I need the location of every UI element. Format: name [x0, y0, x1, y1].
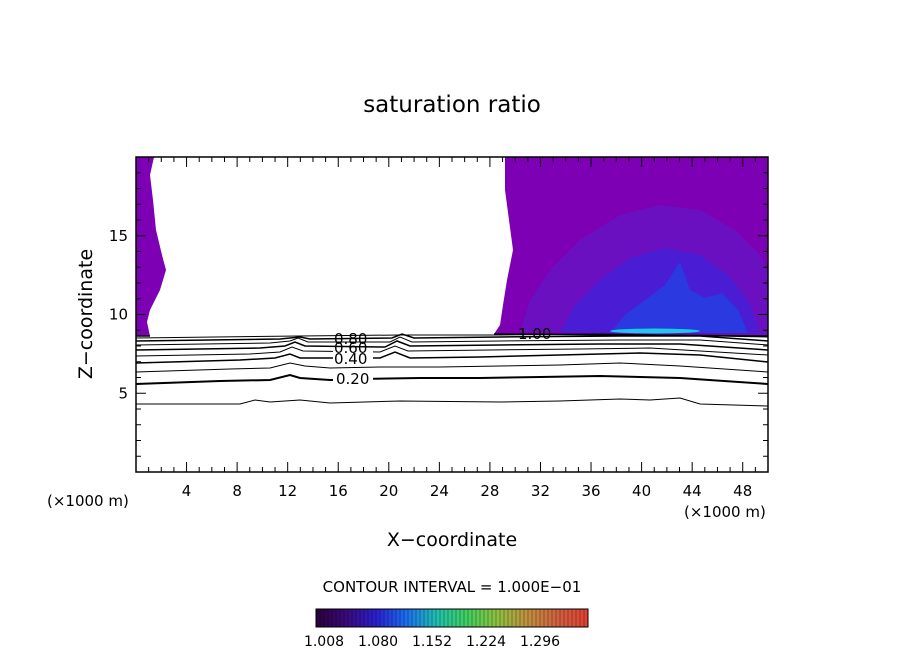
- contour-label: 0.20: [336, 370, 369, 388]
- colorbar-tick-label: 1.080: [358, 634, 398, 650]
- contour-line-0.20: [135, 373, 769, 385]
- contour-label: 1.00: [518, 325, 551, 343]
- x-tick-label: 40: [632, 482, 651, 500]
- colorbar-stripes: [319, 609, 585, 627]
- x-tick-label: 44: [683, 482, 702, 500]
- x-tick-label: 8: [232, 482, 242, 500]
- contour-line: [136, 397, 769, 407]
- contour-line-0.80: [135, 333, 769, 342]
- x-tick-label: 16: [329, 482, 348, 500]
- max-highlight: [610, 328, 700, 334]
- supersaturated-regions: [136, 157, 768, 336]
- x-tick-label: 4: [182, 482, 192, 500]
- x-tick-label: 32: [531, 482, 550, 500]
- x-unit-right: (×1000 m): [684, 503, 766, 521]
- axis-ticks: [136, 157, 768, 472]
- x-tick-label: 24: [430, 482, 449, 500]
- x-tick-label: 36: [581, 482, 600, 500]
- y-tick-label: 5: [118, 384, 128, 402]
- x-tick-label: 28: [480, 482, 499, 500]
- right-fill-peak: [610, 262, 748, 333]
- colorbar-tick-labels: 1.008 1.080 1.152 1.224 1.296: [304, 634, 560, 650]
- y-tick-label: 10: [109, 306, 128, 324]
- x-tick-label: 48: [733, 482, 752, 500]
- contour-line: [135, 345, 769, 357]
- x-axis-label: X−coordinate: [387, 529, 517, 551]
- contour-line: [135, 336, 769, 346]
- contour-label: 0.60: [334, 339, 367, 357]
- contour-label: 0.40: [334, 350, 367, 368]
- colorbar-tick-label: 1.224: [466, 634, 506, 650]
- x-tick-label: 20: [379, 482, 398, 500]
- contour-label: 0.80: [334, 330, 367, 348]
- x-tick-label: 12: [278, 482, 297, 500]
- colorbar: [315, 608, 589, 628]
- y-tick-label: 15: [109, 227, 128, 245]
- contour-line-1.00: [136, 333, 769, 337]
- chart-title: saturation ratio: [363, 92, 541, 118]
- contour-lines: [135, 333, 769, 407]
- contour-labels: 0.20 0.40 0.60 0.80 1.00: [333, 325, 551, 388]
- colorbar-tick-label: 1.296: [520, 634, 560, 650]
- colorbar-tick-label: 1.008: [304, 634, 344, 650]
- x-unit-left: (×1000 m): [47, 492, 129, 510]
- contour-line: [135, 362, 769, 373]
- contour-line-0.60: [135, 340, 769, 351]
- contour-interval: CONTOUR INTERVAL = 1.000E−01: [323, 578, 582, 596]
- colorbar-tick-label: 1.152: [412, 634, 452, 650]
- contour-line-0.40: [135, 351, 769, 364]
- y-axis-label: Z−coordinate: [75, 249, 97, 379]
- left-fill-region: [136, 157, 166, 336]
